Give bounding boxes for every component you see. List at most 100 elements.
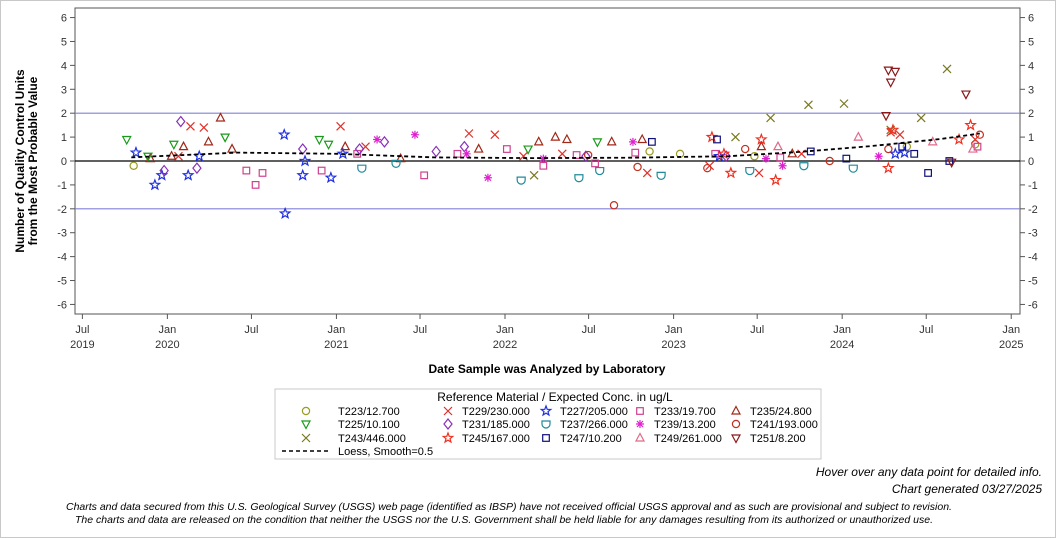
data-point [203, 136, 214, 146]
reference-lines [75, 112, 1020, 210]
legend-label: T241/193.000 [750, 419, 818, 431]
data-point [910, 149, 919, 158]
data-point [960, 90, 971, 100]
data-point [298, 154, 312, 167]
legend-marker [441, 431, 455, 444]
data-point [633, 162, 642, 172]
data-point [483, 173, 492, 182]
data-point [215, 112, 226, 122]
data-point [839, 99, 849, 109]
y-tick-label-right: -4 [1028, 252, 1038, 264]
data-point [970, 135, 980, 144]
data-point [199, 123, 209, 132]
data-point [952, 132, 966, 145]
data-point [561, 133, 572, 144]
data-point [778, 161, 787, 170]
data-point [740, 144, 750, 154]
y-tick-label-right: 5 [1028, 36, 1034, 48]
data-point [895, 130, 905, 140]
legend-label: T237/266.000 [560, 419, 628, 431]
y-tick-label: 6 [61, 13, 67, 25]
generated-note: Chart generated 03/27/2025 [891, 482, 1042, 496]
data-point [373, 135, 382, 144]
y-tick-label-right: -5 [1028, 276, 1038, 288]
data-point [242, 166, 251, 175]
legend-label: T235/24.800 [750, 406, 812, 418]
y-tick-label-right: 4 [1028, 60, 1034, 72]
data-point [888, 147, 902, 160]
legend-label: T249/261.000 [654, 433, 722, 445]
data-point [592, 138, 603, 148]
data-point [754, 132, 768, 145]
y-tick-label-right: 0 [1028, 156, 1034, 168]
y-tick-label-right: -1 [1028, 180, 1038, 192]
data-point [799, 162, 809, 171]
y-axis-title-line: from the Most Probable Value [26, 76, 40, 245]
data-point [591, 159, 599, 168]
legend-label: T225/10.100 [338, 419, 400, 431]
data-point [251, 181, 260, 189]
y-tick-label-right: 3 [1028, 84, 1034, 96]
data-point [502, 145, 511, 153]
data-point [277, 127, 291, 141]
data-point [967, 143, 978, 153]
data-point [159, 164, 169, 177]
y-tick-label-right: 2 [1028, 108, 1034, 120]
data-point [628, 137, 637, 146]
data-point [379, 135, 390, 148]
x-tick-label: Jul [750, 324, 764, 336]
data-point [129, 145, 143, 159]
y-tick-label-right: -2 [1028, 204, 1038, 216]
legend-marker [731, 405, 741, 415]
y-tick-label: 3 [61, 84, 67, 96]
legend-title: Reference Material / Expected Conc. in u… [437, 390, 673, 404]
x-tick-label: Jul [413, 324, 427, 336]
legend-box [274, 388, 822, 460]
y-tick-label-right: -3 [1028, 228, 1038, 240]
data-point [637, 133, 648, 144]
data-point [323, 140, 334, 151]
data-point [192, 162, 202, 175]
data-point [354, 143, 365, 156]
legend: T223/12.700 T229/230.000 T227/205.000 T233/… [282, 404, 818, 458]
data-point [314, 135, 325, 146]
x-tick-label: Jan [496, 324, 514, 336]
legend-label: T247/10.200 [560, 433, 622, 445]
data-point [453, 149, 462, 158]
data-point [420, 171, 429, 180]
data-point [631, 148, 640, 157]
data-point [883, 66, 894, 76]
data-point [724, 166, 738, 179]
data-point [550, 131, 561, 141]
data-point [258, 169, 267, 177]
data-point [324, 171, 338, 184]
data-point [473, 143, 484, 153]
y-tick-label: -5 [57, 276, 67, 288]
legend-label: T251/8.200 [750, 433, 806, 445]
data-point [220, 133, 231, 143]
x-tick-year: 2023 [661, 339, 685, 351]
data-point [296, 168, 310, 181]
legend-marker [443, 406, 453, 416]
data-point [750, 152, 759, 161]
legend-marker [636, 407, 644, 415]
y-tick-label: 1 [61, 132, 67, 144]
x-tick-label: Jan [665, 324, 683, 336]
data-point [884, 144, 893, 154]
data-point [574, 174, 584, 183]
x-tick-label: Jul [244, 324, 258, 336]
hover-note: Hover over any data point for detailed i… [815, 465, 1042, 479]
x-tick-label: Jan [833, 324, 851, 336]
data-point [731, 132, 740, 142]
x-tick-label: Jan [328, 324, 346, 336]
data-point [431, 145, 441, 158]
x-tick-year: 2019 [70, 339, 94, 351]
data-point [902, 142, 912, 151]
legend-marker [301, 406, 311, 416]
y-axis-title: Number of Quality Control Units from the … [13, 69, 40, 253]
x-tick-year: 2025 [999, 339, 1023, 351]
data-point [410, 130, 419, 139]
data-point [391, 159, 401, 168]
data-point [853, 131, 864, 141]
